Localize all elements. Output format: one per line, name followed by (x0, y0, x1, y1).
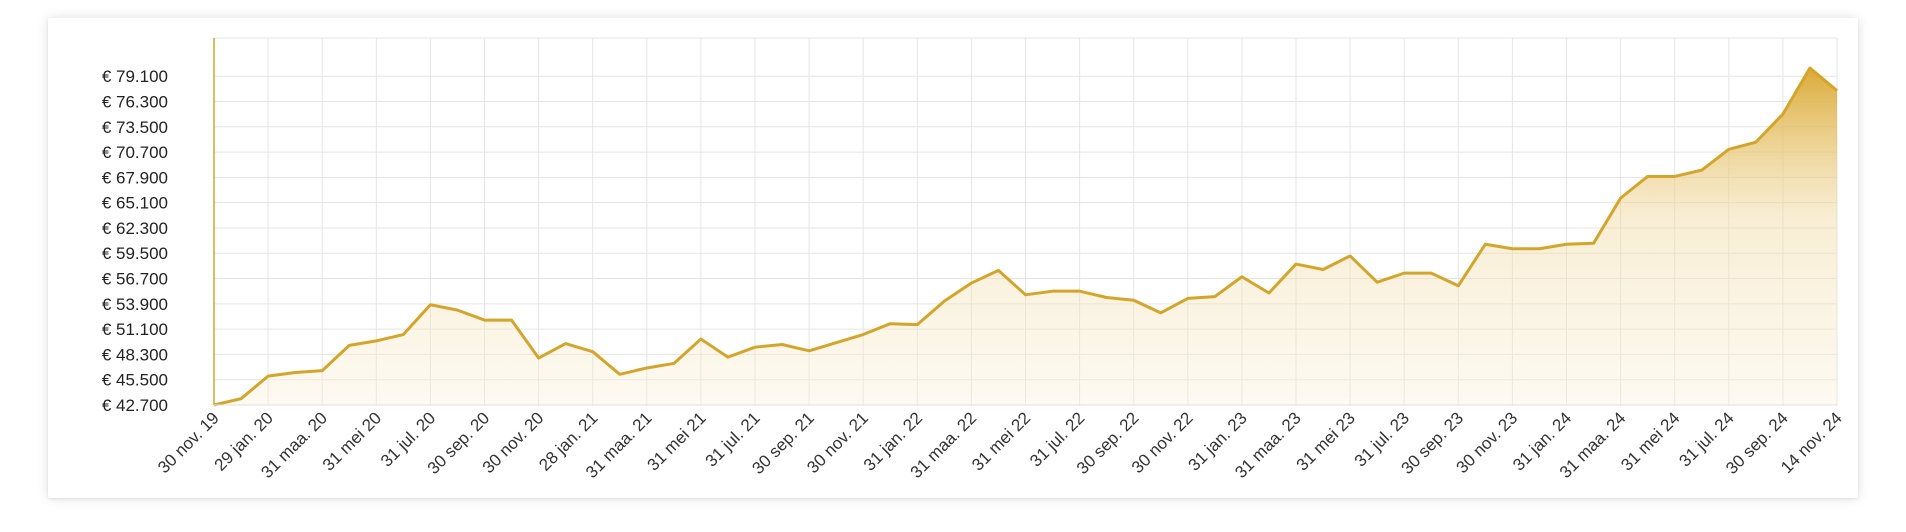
data-point (1565, 242, 1569, 246)
data-point (1456, 284, 1460, 288)
data-point (1673, 174, 1677, 178)
data-point (996, 268, 1000, 272)
data-point (293, 370, 297, 374)
y-tick-label: € 59.500 (102, 244, 168, 263)
x-tick-label: 31 mei 23 (1293, 408, 1359, 474)
data-point (645, 366, 649, 370)
chart-card: € 42.700 € 45.500 € 48.300 € 51.100 € 53.900… (48, 18, 1858, 498)
x-tick-label: 31 mei 20 (319, 408, 385, 474)
data-point (726, 355, 730, 359)
price-area-chart: € 42.700 € 45.500 € 48.300 € 51.100 € 53.900… (102, 37, 1846, 482)
data-point (1348, 254, 1352, 258)
data-point (1267, 291, 1271, 295)
data-point (347, 343, 351, 347)
data-point (1294, 262, 1298, 266)
y-tick-label: € 73.500 (102, 118, 168, 137)
data-point (428, 303, 432, 307)
data-point (1186, 296, 1190, 300)
data-point (1375, 280, 1379, 284)
data-point (266, 374, 270, 378)
series-line (213, 66, 1838, 407)
data-point (1213, 295, 1217, 299)
x-tick-label: 31 mei 21 (643, 408, 709, 474)
x-tick-label: 31 mei 24 (1617, 408, 1683, 474)
data-point (320, 369, 324, 373)
y-tick-label: € 42.700 (102, 396, 168, 415)
y-tick-label: € 62.300 (102, 219, 168, 238)
data-point (483, 318, 487, 322)
data-point (1619, 196, 1623, 200)
data-point (1781, 112, 1785, 116)
data-point (1105, 296, 1109, 300)
data-point (1510, 247, 1514, 251)
data-point (1024, 293, 1028, 297)
data-point (699, 337, 703, 341)
y-tick-label: € 56.700 (102, 270, 168, 289)
data-point (1727, 147, 1731, 151)
area-fill (214, 68, 1837, 405)
data-point (969, 281, 973, 285)
data-point (672, 361, 676, 365)
x-tick-label: 31 mei 22 (968, 408, 1034, 474)
data-point (1402, 271, 1406, 275)
series-area (213, 66, 1839, 407)
data-point (942, 299, 946, 303)
y-tick-label: € 51.100 (102, 320, 168, 339)
x-tick-label: 30 nov. 19 (154, 408, 223, 477)
y-tick-label: € 76.300 (102, 92, 168, 111)
data-point (1321, 268, 1325, 272)
data-point (1159, 311, 1163, 315)
data-point (1537, 247, 1541, 251)
data-point (1835, 89, 1839, 93)
data-point (753, 345, 757, 349)
data-point (1240, 275, 1244, 279)
data-point (239, 397, 243, 401)
data-point (1429, 271, 1433, 275)
data-point (537, 356, 541, 360)
data-point (1808, 66, 1812, 70)
data-point (510, 318, 514, 322)
data-point (1051, 289, 1055, 293)
data-point (807, 349, 811, 353)
data-point (591, 350, 595, 354)
data-point (1592, 241, 1596, 245)
data-point (455, 308, 459, 312)
y-tick-label: € 70.700 (102, 143, 168, 162)
data-point (834, 341, 838, 345)
data-point (1483, 242, 1487, 246)
data-point (1700, 168, 1704, 172)
data-point (618, 372, 622, 376)
data-point (888, 322, 892, 326)
data-point (1646, 174, 1650, 178)
data-point (780, 342, 784, 346)
y-tick-label: € 48.300 (102, 345, 168, 364)
data-point (401, 333, 405, 337)
y-axis: € 42.700 € 45.500 € 48.300 € 51.100 € 53.900… (102, 38, 215, 415)
data-point (1754, 140, 1758, 144)
data-point (374, 339, 378, 343)
data-point (1078, 289, 1082, 293)
y-tick-label: € 65.100 (102, 194, 168, 213)
data-point (861, 333, 865, 337)
data-point (564, 342, 568, 346)
y-tick-label: € 79.100 (102, 67, 168, 86)
data-point (1132, 298, 1136, 302)
y-tick-label: € 53.900 (102, 295, 168, 314)
data-point (915, 323, 919, 327)
y-tick-label: € 45.500 (102, 371, 168, 390)
y-tick-label: € 67.900 (102, 168, 168, 187)
